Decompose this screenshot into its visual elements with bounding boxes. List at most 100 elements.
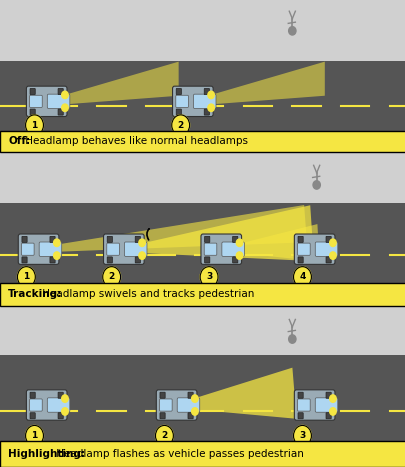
FancyBboxPatch shape xyxy=(39,242,62,256)
FancyBboxPatch shape xyxy=(0,306,405,355)
FancyBboxPatch shape xyxy=(18,234,59,264)
FancyBboxPatch shape xyxy=(175,95,188,107)
Text: 4: 4 xyxy=(298,272,305,282)
Circle shape xyxy=(62,91,68,99)
Circle shape xyxy=(191,395,198,403)
FancyBboxPatch shape xyxy=(297,413,303,419)
FancyBboxPatch shape xyxy=(0,441,405,467)
FancyBboxPatch shape xyxy=(204,243,216,255)
FancyBboxPatch shape xyxy=(0,203,405,283)
FancyBboxPatch shape xyxy=(188,392,193,398)
FancyBboxPatch shape xyxy=(325,392,330,398)
Text: 3: 3 xyxy=(298,431,305,440)
FancyBboxPatch shape xyxy=(50,257,55,263)
Circle shape xyxy=(236,239,242,247)
FancyBboxPatch shape xyxy=(176,89,181,94)
Polygon shape xyxy=(55,62,178,105)
FancyBboxPatch shape xyxy=(26,86,67,116)
FancyBboxPatch shape xyxy=(58,109,63,115)
FancyBboxPatch shape xyxy=(172,86,213,116)
FancyBboxPatch shape xyxy=(58,413,63,419)
Text: Off:: Off: xyxy=(8,136,30,146)
FancyBboxPatch shape xyxy=(58,392,63,398)
Circle shape xyxy=(102,267,120,287)
FancyBboxPatch shape xyxy=(30,399,42,411)
Circle shape xyxy=(62,408,68,415)
Circle shape xyxy=(62,395,68,403)
Circle shape xyxy=(53,239,60,247)
Text: Headlamp flashes as vehicle passes pedestrian: Headlamp flashes as vehicle passes pedes… xyxy=(53,449,303,459)
Text: 2: 2 xyxy=(108,272,115,282)
FancyBboxPatch shape xyxy=(103,234,144,264)
FancyBboxPatch shape xyxy=(314,398,337,412)
Circle shape xyxy=(293,425,311,446)
Circle shape xyxy=(139,239,145,247)
FancyBboxPatch shape xyxy=(0,0,405,61)
FancyBboxPatch shape xyxy=(232,236,237,242)
FancyBboxPatch shape xyxy=(135,257,140,263)
FancyBboxPatch shape xyxy=(0,61,405,131)
FancyBboxPatch shape xyxy=(0,355,405,441)
FancyBboxPatch shape xyxy=(107,243,119,255)
FancyBboxPatch shape xyxy=(0,283,405,306)
Text: 2: 2 xyxy=(177,120,183,130)
Circle shape xyxy=(26,425,43,446)
Text: 1: 1 xyxy=(31,431,38,440)
FancyBboxPatch shape xyxy=(188,413,193,419)
Polygon shape xyxy=(233,224,319,262)
FancyBboxPatch shape xyxy=(232,257,237,263)
FancyBboxPatch shape xyxy=(107,236,112,242)
FancyBboxPatch shape xyxy=(204,109,209,115)
Text: 3: 3 xyxy=(205,272,212,282)
FancyBboxPatch shape xyxy=(30,89,35,94)
Circle shape xyxy=(288,27,295,35)
FancyBboxPatch shape xyxy=(30,109,35,115)
FancyBboxPatch shape xyxy=(22,236,27,242)
FancyBboxPatch shape xyxy=(156,390,196,420)
Circle shape xyxy=(139,252,145,259)
Text: Tracking:: Tracking: xyxy=(8,289,62,299)
Circle shape xyxy=(312,181,320,189)
FancyBboxPatch shape xyxy=(30,413,35,419)
FancyBboxPatch shape xyxy=(325,413,330,419)
FancyBboxPatch shape xyxy=(30,95,42,107)
FancyBboxPatch shape xyxy=(204,236,209,242)
Polygon shape xyxy=(201,62,324,105)
FancyBboxPatch shape xyxy=(204,89,209,94)
FancyBboxPatch shape xyxy=(200,234,241,264)
Circle shape xyxy=(155,425,173,446)
FancyBboxPatch shape xyxy=(297,257,303,263)
Circle shape xyxy=(207,104,214,112)
FancyBboxPatch shape xyxy=(294,234,334,264)
Polygon shape xyxy=(140,205,313,261)
FancyBboxPatch shape xyxy=(221,242,244,256)
Circle shape xyxy=(171,115,189,135)
FancyBboxPatch shape xyxy=(297,392,303,398)
FancyBboxPatch shape xyxy=(297,243,309,255)
FancyBboxPatch shape xyxy=(314,242,337,256)
Circle shape xyxy=(329,408,335,415)
FancyBboxPatch shape xyxy=(204,257,209,263)
Text: Headlamp swivels and tracks pedestrian: Headlamp swivels and tracks pedestrian xyxy=(39,289,254,299)
Circle shape xyxy=(200,267,217,287)
Circle shape xyxy=(329,395,335,403)
FancyBboxPatch shape xyxy=(47,398,70,412)
Circle shape xyxy=(191,408,198,415)
FancyBboxPatch shape xyxy=(21,243,34,255)
Circle shape xyxy=(236,252,242,259)
Circle shape xyxy=(293,267,311,287)
FancyBboxPatch shape xyxy=(0,152,405,203)
FancyArrowPatch shape xyxy=(147,229,149,240)
FancyBboxPatch shape xyxy=(124,242,147,256)
FancyBboxPatch shape xyxy=(160,413,165,419)
FancyBboxPatch shape xyxy=(297,399,309,411)
Circle shape xyxy=(207,91,214,99)
Text: Highlighting:: Highlighting: xyxy=(8,449,85,459)
Circle shape xyxy=(26,115,43,135)
FancyBboxPatch shape xyxy=(193,94,215,108)
FancyBboxPatch shape xyxy=(50,236,55,242)
FancyBboxPatch shape xyxy=(297,236,303,242)
FancyBboxPatch shape xyxy=(30,392,35,398)
FancyBboxPatch shape xyxy=(159,399,172,411)
FancyBboxPatch shape xyxy=(58,89,63,94)
